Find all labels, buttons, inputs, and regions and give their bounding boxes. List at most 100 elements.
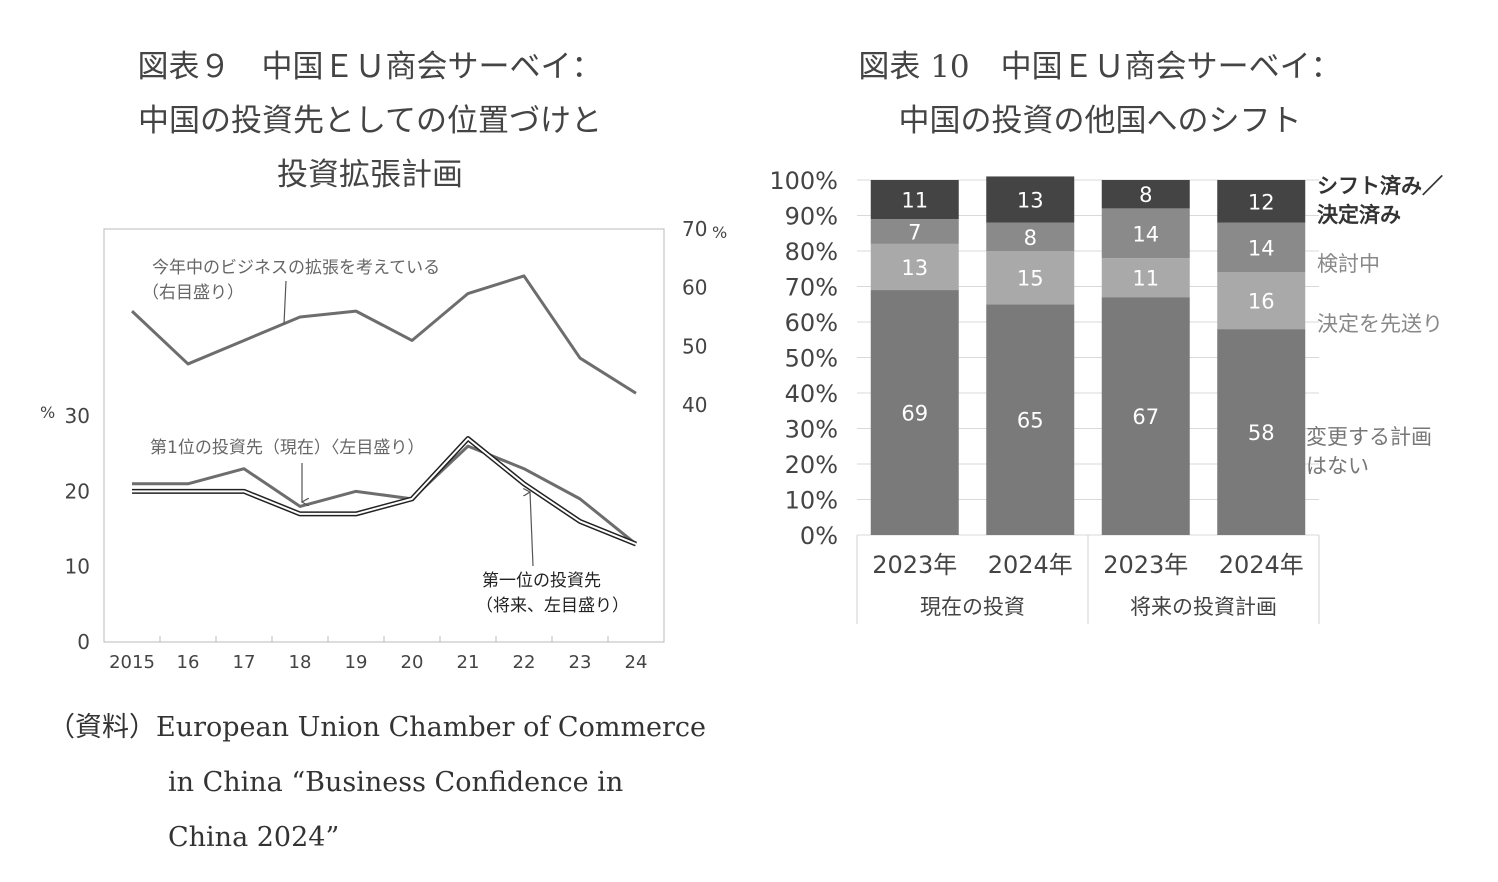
bar-segment-shifted (870, 180, 959, 220)
left-tick-label: 0 (77, 630, 90, 654)
left-axis-unit: % (40, 403, 55, 422)
x-category-label: 2023年 (1103, 551, 1188, 579)
bar-segment-considering (870, 219, 959, 244)
legend-shifted: 決定済み (1317, 203, 1401, 227)
y-tick-label: 70% (785, 274, 838, 302)
bar-value-label: 8 (1139, 183, 1152, 207)
y-tick-label: 30% (785, 416, 838, 444)
annotation-future: 第一位の投資先 (482, 571, 601, 591)
x-tick-label: 2015 (109, 652, 155, 673)
group-label: 将来の投資計画 (1130, 595, 1277, 619)
bar-segment-shifted (986, 176, 1075, 223)
figure9-title-line: 投資拡張計画 (277, 157, 463, 193)
y-tick-label: 40% (785, 380, 838, 408)
right-tick-label: 40 (682, 393, 707, 417)
figure9-title: 図表９ 中国ＥＵ商会サーベイ： 中国の投資先としての位置づけと 投資拡張計画 (60, 40, 680, 202)
annotation-arrow (283, 280, 287, 325)
bar-value-label: 16 (1248, 290, 1275, 314)
group-label: 現在の投資 (920, 595, 1025, 619)
bar-segment-postpone (986, 251, 1075, 305)
source-line: in China “Business Confidence in (168, 767, 624, 798)
x-tick-label: 22 (513, 652, 536, 673)
bar-value-label: 58 (1248, 421, 1275, 445)
y-tick-label: 0% (800, 522, 838, 550)
bar-value-label: 65 (1017, 409, 1044, 433)
left-tick-label: 20 (65, 479, 90, 503)
bar-value-label: 14 (1248, 236, 1275, 260)
axis-labels: 0% 10% 20% 30% 40% 50% 60% 70% 80% 90% 100% 2023年 20… (769, 167, 1320, 624)
axis-ticks: 2015 16 17 18 19 20 21 22 23 24 0 10 20 30 40 50 60 70 (65, 217, 708, 673)
x-category-label: 2024年 (1219, 551, 1304, 579)
bar-value-label: 11 (901, 189, 928, 213)
bar-value-label: 15 (1017, 267, 1044, 291)
figure9-title-line: 中国の投資先としての位置づけと (137, 103, 603, 139)
bar-value-label: 14 (1132, 222, 1159, 246)
bar-segment-no-plan (1101, 297, 1190, 535)
legend-postpone: 決定を先送り (1317, 312, 1443, 336)
bar-segment-no-plan (986, 304, 1075, 535)
figure9-title-line: 図表９ 中国ＥＵ商会サーベイ： (137, 49, 603, 85)
series-line-future-inner (132, 437, 637, 545)
right-tick-label: 60 (682, 276, 707, 300)
bar-segment-postpone (1101, 258, 1190, 298)
x-tick-label: 16 (177, 652, 200, 673)
legend-no-plan: 変更する計画 (1306, 425, 1432, 449)
left-tick-label: 10 (65, 555, 90, 579)
annotation-expansion-axis: （右目盛り） (142, 283, 244, 303)
annotation-future-axis: （将来、左目盛り） (476, 596, 629, 616)
series-lines (130, 274, 637, 547)
y-tick-label: 20% (785, 451, 838, 479)
x-tick-label: 19 (345, 652, 368, 673)
right-tick-label: 70 (682, 217, 707, 241)
bar-segment-no-plan (1217, 329, 1306, 535)
x-tick-label: 18 (289, 652, 312, 673)
bar-value-label: 7 (908, 220, 921, 244)
bar-value-label: 13 (1017, 189, 1044, 213)
series-line-expansion (130, 274, 637, 395)
bar-segment-shifted (1101, 180, 1190, 209)
y-tick-label: 60% (785, 309, 838, 337)
figure10-title-line: 中国の投資の他国へのシフト (898, 103, 1302, 139)
figure9-source: （資料）European Union Chamber of Commerce i… (48, 700, 706, 865)
x-category-label: 2023年 (872, 551, 957, 579)
bar-segment-shifted (1217, 180, 1306, 223)
bar-segment-considering (1217, 222, 1306, 273)
x-tick-label: 20 (401, 652, 424, 673)
legend-considering: 検討中 (1317, 252, 1380, 276)
annotation-expansion: 今年中のビジネスの拡張を考えている (152, 258, 440, 278)
figure10-title-line: 図表 10 中国ＥＵ商会サーベイ： (858, 49, 1342, 85)
x-tick-label: 24 (625, 652, 648, 673)
y-tick-label: 100% (769, 167, 838, 195)
y-tick-label: 90% (785, 203, 838, 231)
bar-segment-considering (1101, 208, 1190, 259)
figure10-stacked-bar-chart: 69 13 7 11 65 15 8 13 67 11 14 8 58 16 14 12 0% 10% 20% 30… (769, 167, 1443, 624)
bar-segment-postpone (1217, 272, 1306, 330)
right-tick-label: 50 (682, 334, 707, 358)
right-axis-unit: % (712, 223, 727, 242)
bar-value-label: 8 (1024, 226, 1037, 250)
bar-segment-postpone (870, 243, 959, 291)
bar-segment-no-plan (870, 290, 959, 535)
x-tick-label: 21 (457, 652, 480, 673)
source-line: （資料）European Union Chamber of Commerce (48, 712, 707, 743)
left-tick-label: 30 (65, 404, 90, 428)
bar-value-label: 69 (901, 402, 928, 426)
x-tick-label: 17 (233, 652, 256, 673)
legend-shifted: シフト済み／ (1317, 174, 1443, 198)
figure10-title: 図表 10 中国ＥＵ商会サーベイ： 中国の投資の他国へのシフト (790, 40, 1410, 148)
bar-value-label: 67 (1132, 405, 1159, 429)
x-tick-label: 23 (569, 652, 592, 673)
bars: 69 13 7 11 65 15 8 13 67 11 14 8 58 16 14 12 (870, 176, 1306, 535)
source-line: China 2024” (168, 822, 340, 853)
legend-no-plan: はない (1306, 454, 1369, 478)
bar-segment-considering (986, 222, 1075, 251)
bar-value-label: 13 (901, 256, 928, 280)
annotation-arrow (530, 492, 534, 567)
bar-value-label: 12 (1248, 190, 1275, 214)
series-line-current (132, 444, 637, 546)
y-tick-label: 10% (785, 487, 838, 515)
y-tick-label: 80% (785, 238, 838, 266)
